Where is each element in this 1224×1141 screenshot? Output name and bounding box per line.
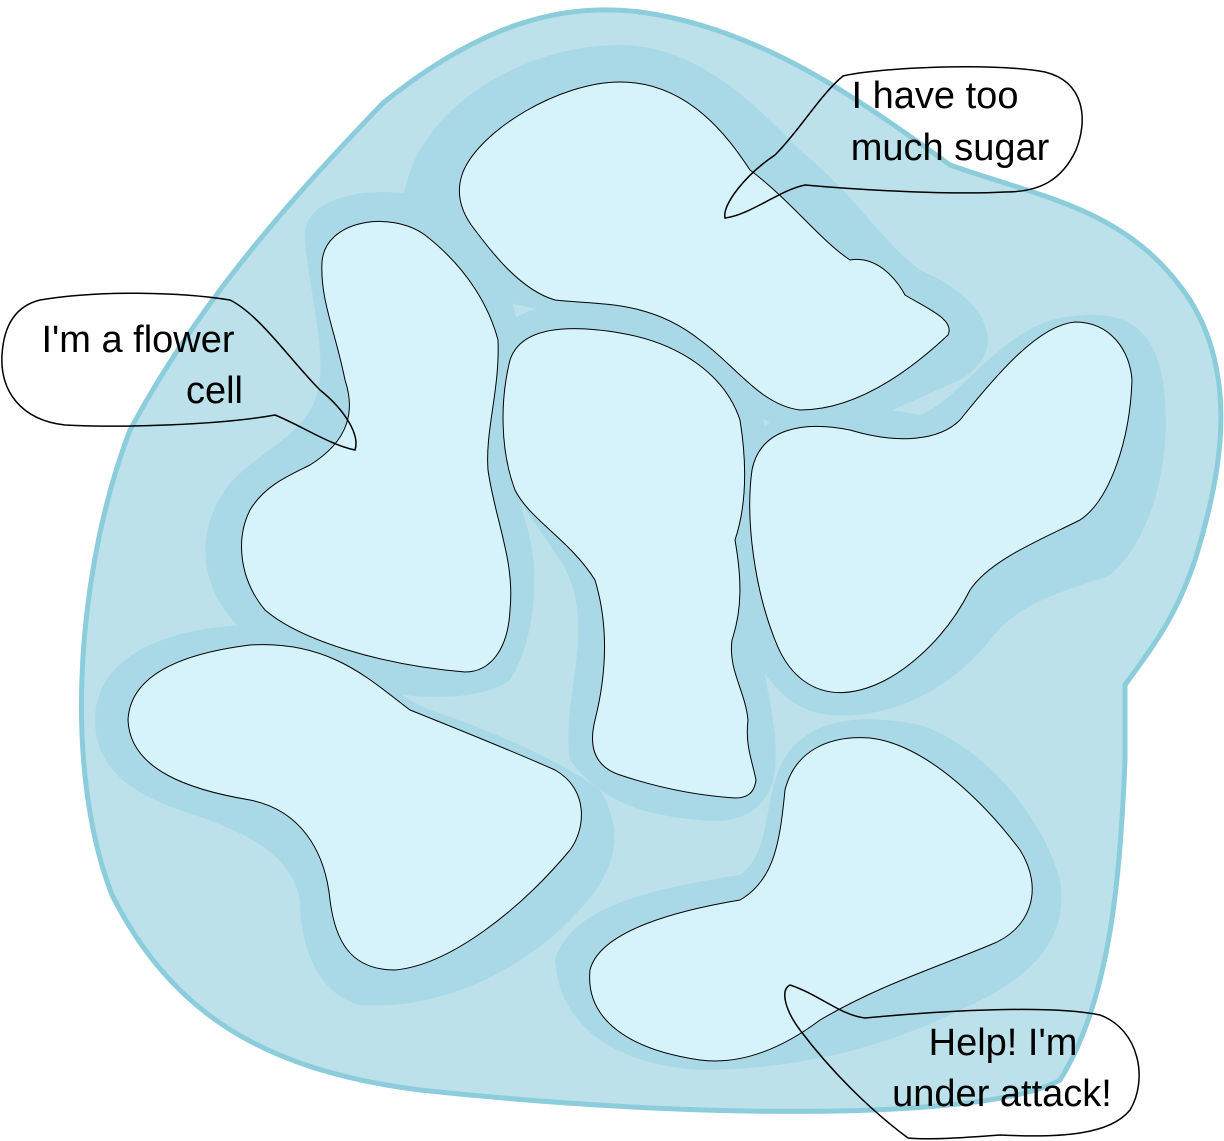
attack-bubble-line-1: Help! I'm [929, 1022, 1078, 1064]
flower-bubble-line-2: cell [186, 370, 243, 412]
vacuole-bottom-left [127, 644, 582, 971]
speech-bubble-flower-shape [1, 292, 357, 451]
vacuole-bottom-right [589, 737, 1033, 1062]
vacuole-top [458, 81, 950, 411]
sugar-bubble-line-1: I have too [852, 75, 1019, 117]
sugar-bubble-line-2: much sugar [851, 127, 1050, 169]
speech-bubble-sugar-shape [724, 66, 1083, 219]
speech-bubble-flower: I'm a flower cell [1, 292, 357, 451]
attack-bubble-line-2: under attack! [892, 1073, 1112, 1115]
speech-bubble-sugar: I have too much sugar [724, 66, 1083, 219]
flower-bubble-line-1: I'm a flower [41, 319, 234, 361]
vacuole-right [749, 321, 1133, 694]
speech-bubble-attack: Help! I'm under attack! [784, 984, 1140, 1140]
vacuoles [127, 81, 1133, 1062]
speech-bubble-attack-shape [784, 984, 1140, 1140]
vacuole-center [502, 328, 757, 799]
